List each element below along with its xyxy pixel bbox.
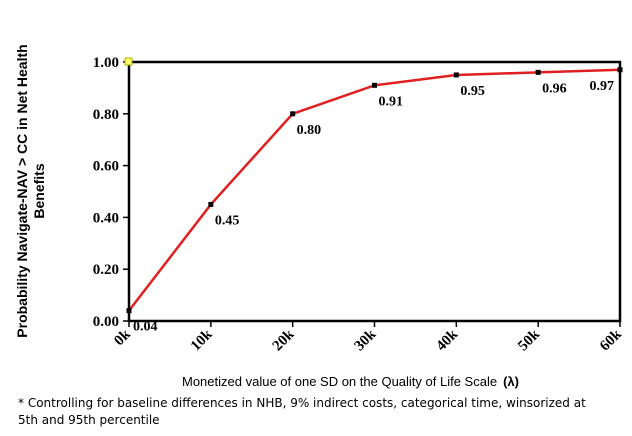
y-tick-label: 0.80 [93, 107, 119, 123]
plot-area-border [127, 60, 622, 323]
data-point-marker [617, 67, 623, 73]
data-label: 0.80 [297, 123, 322, 138]
x-axis-label: Monetized value of one SD on the Quality… [182, 374, 519, 389]
x-tick-label: 30k [352, 326, 380, 354]
corner-marker [124, 57, 133, 66]
x-axis-label-text: Monetized value of one SD on the Quality… [182, 374, 497, 389]
x-axis-label-symbol: (λ) [503, 374, 519, 389]
data-point-marker [290, 111, 296, 117]
y-tick-label: 0.20 [93, 262, 119, 278]
x-tick-label: 50k [515, 326, 543, 354]
y-tick-label: 0.60 [93, 159, 119, 175]
data-point-marker [372, 82, 377, 88]
y-axis-label-line2: Benefits [31, 163, 47, 218]
y-tick-label: 0.40 [93, 210, 119, 226]
data-markers [126, 67, 623, 314]
footnote: * Controlling for baseline differences i… [18, 396, 586, 427]
x-tick-label: 40k [433, 326, 461, 354]
x-tick-label: 20k [270, 326, 298, 354]
data-point-marker [126, 308, 132, 314]
x-tick-label: 60k [597, 326, 625, 354]
y-tick-label: 1.00 [93, 55, 119, 71]
y-axis-ticks: 0.00 0.20 0.40 0.60 0.80 1.00 [93, 55, 129, 330]
data-point-marker [208, 201, 214, 207]
y-axis-label-line1: Probability Navigate-NAV > CC in Net Hea… [14, 44, 30, 337]
y-tick-label: 0.00 [93, 314, 119, 330]
data-label: 0.95 [460, 84, 485, 99]
data-label: 0.04 [133, 320, 158, 335]
x-axis-ticks: 0k 10k 20k 30k 40k 50k 60k [111, 321, 625, 354]
x-tick-label: 10k [188, 326, 216, 354]
data-label: 0.91 [379, 94, 404, 109]
data-point-marker [453, 72, 459, 78]
data-label: 0.45 [215, 213, 240, 228]
data-label: 0.96 [542, 81, 567, 96]
series-line [128, 68, 621, 312]
data-point-marker [535, 69, 541, 75]
data-label: 0.97 [590, 79, 615, 94]
chart: 0.000.200.400.600.801.00 0k 10k 20k 30k 40k 5… [14, 44, 625, 389]
data-labels: 0.04 0.45 0.80 0.91 0.95 0.96 0.97 [133, 79, 614, 335]
